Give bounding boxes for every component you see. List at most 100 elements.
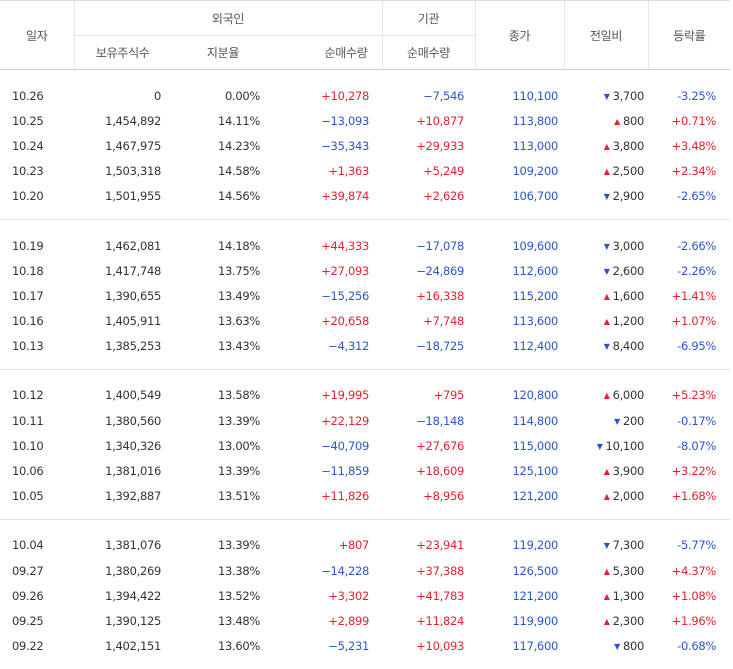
cell-institution-net: −18,725 — [416, 339, 464, 354]
cell-close: 112,600 — [512, 263, 559, 278]
cell-foreign-net: −11,859 — [321, 464, 369, 479]
cell-rate: +3.48% — [671, 138, 717, 153]
table-row: 09.25 1,390,125 13.48% +2,899 +11,824 119,900… — [0, 608, 730, 633]
table-row: 10.16 1,405,911 13.63% +20,658 +7,748 113,600… — [0, 309, 730, 334]
cell-holding-ratio: 13.39% — [217, 538, 260, 553]
down-arrow-icon: ▼ — [603, 541, 610, 551]
cell-date: 10.26 — [12, 88, 44, 103]
table-row: 10.20 1,501,955 14.56% +39,874 +2,626 106,700… — [0, 184, 730, 209]
up-arrow-icon: ▲ — [603, 467, 610, 477]
cell-institution-net: +23,941 — [416, 538, 464, 553]
change-value: 2,500 — [612, 164, 645, 179]
cell-institution-net: −24,869 — [416, 263, 464, 278]
cell-close: 109,200 — [512, 164, 559, 179]
up-arrow-icon: ▲ — [614, 116, 620, 126]
down-arrow-icon: ▼ — [603, 266, 610, 276]
cell-change: ▲ 800 — [564, 108, 648, 133]
table-row: 10.11 1,380,560 13.39% +22,129 −18,148 114,80… — [0, 408, 730, 433]
cell-change: ▲ 5,300 — [564, 558, 648, 583]
cell-date: 09.26 — [12, 588, 44, 603]
cell-holdings: 1,501,955 — [105, 189, 161, 204]
cell-institution-net: +2,626 — [423, 189, 464, 204]
cell-holding-ratio: 13.63% — [217, 314, 260, 329]
change-value: 7,300 — [612, 538, 645, 553]
cell-holdings: 1,503,318 — [105, 164, 161, 179]
table-row: 09.22 1,402,151 13.60% −5,231 +10,093 117,600… — [0, 634, 730, 659]
table-row: 10.24 1,467,975 14.23% −35,343 +29,933 113,00… — [0, 133, 730, 158]
header-foreign-group: 외국인 — [73, 0, 382, 36]
cell-holding-ratio: 13.52% — [217, 588, 260, 603]
row-group: 10.19 1,462,081 14.18% +44,333 −17,078 109,60… — [0, 218, 730, 369]
cell-close: 113,000 — [512, 138, 559, 153]
cell-foreign-net: −5,231 — [328, 639, 369, 654]
cell-holding-ratio: 13.00% — [217, 438, 260, 453]
cell-rate: +4.37% — [671, 563, 717, 578]
cell-holdings: 1,462,081 — [105, 238, 161, 253]
cell-holding-ratio: 14.11% — [217, 113, 260, 128]
cell-holdings: 1,454,892 — [105, 113, 161, 128]
cell-foreign-net: +44,333 — [321, 238, 369, 253]
cell-change: ▼ 7,300 — [564, 533, 648, 558]
down-arrow-icon: ▼ — [603, 342, 610, 352]
header-holding-ratio: 지분율 — [171, 35, 275, 70]
cell-institution-net: +37,388 — [416, 563, 464, 578]
cell-rate: +1.68% — [671, 489, 717, 504]
cell-rate: +1.08% — [671, 588, 717, 603]
up-arrow-icon: ▲ — [603, 591, 610, 601]
cell-close: 109,600 — [512, 238, 559, 253]
cell-close: 126,500 — [512, 563, 559, 578]
change-value: 2,300 — [612, 613, 645, 628]
change-value: 2,000 — [612, 489, 645, 504]
cell-holding-ratio: 13.39% — [217, 464, 260, 479]
table-row: 10.25 1,454,892 14.11% −13,093 +10,877 113,80… — [0, 108, 730, 133]
cell-institution-net: +5,249 — [423, 164, 464, 179]
cell-change: ▲ 6,000 — [564, 383, 648, 408]
cell-holdings: 1,340,326 — [105, 438, 161, 453]
cell-holding-ratio: 14.56% — [217, 189, 260, 204]
cell-change: ▲ 3,900 — [564, 458, 648, 483]
cell-rate: +2.34% — [671, 164, 717, 179]
cell-foreign-net: −15,256 — [321, 288, 369, 303]
cell-change: ▼ 8,400 — [564, 334, 648, 359]
change-value: 2,600 — [612, 263, 645, 278]
cell-holding-ratio: 13.51% — [217, 489, 260, 504]
cell-date: 10.16 — [12, 314, 44, 329]
cell-holdings: 1,390,125 — [105, 613, 161, 628]
cell-institution-net: +27,676 — [416, 438, 464, 453]
cell-close: 106,700 — [512, 189, 559, 204]
change-value: 1,300 — [612, 588, 645, 603]
cell-holdings: 1,394,422 — [105, 588, 161, 603]
cell-foreign-net: +39,874 — [321, 189, 369, 204]
cell-holdings: 1,392,887 — [105, 489, 161, 504]
cell-rate: +1.41% — [671, 288, 717, 303]
header-institution-net: 순매수량 — [381, 35, 475, 70]
cell-rate: -8.07% — [677, 438, 716, 453]
cell-holdings: 1,385,253 — [105, 339, 161, 354]
cell-close: 125,100 — [512, 464, 559, 479]
down-arrow-icon: ▼ — [596, 441, 603, 451]
header-close: 종가 — [474, 0, 564, 70]
cell-change: ▼ 2,600 — [564, 258, 648, 283]
cell-foreign-net: +11,826 — [321, 489, 369, 504]
cell-close: 113,600 — [512, 314, 559, 329]
cell-foreign-net: −13,093 — [321, 113, 369, 128]
cell-date: 10.18 — [12, 263, 44, 278]
cell-holding-ratio: 14.23% — [217, 138, 260, 153]
cell-holding-ratio: 13.58% — [217, 388, 260, 403]
cell-foreign-net: +19,995 — [321, 388, 369, 403]
down-arrow-icon: ▼ — [603, 91, 610, 101]
cell-rate: -0.68% — [677, 639, 716, 654]
cell-foreign-net: +807 — [338, 538, 370, 553]
cell-institution-net: +795 — [433, 388, 465, 403]
row-group: 10.12 1,400,549 13.58% +19,995 +795 120,800 ▲ 6… — [0, 368, 730, 519]
cell-rate: +5.23% — [671, 388, 717, 403]
table-row: 10.12 1,400,549 13.58% +19,995 +795 120,800 ▲ 6… — [0, 383, 730, 408]
cell-date: 10.19 — [12, 238, 44, 253]
cell-date: 10.06 — [12, 464, 44, 479]
table-header: 일자 외국인 기관 종가 전일비 등락률 보유주식수 지분율 순매수량 순매수량 — [0, 0, 730, 70]
cell-foreign-net: +3,302 — [328, 588, 369, 603]
cell-date: 10.25 — [12, 113, 44, 128]
cell-close: 119,900 — [512, 613, 559, 628]
cell-rate: -0.17% — [677, 413, 716, 428]
cell-close: 115,000 — [512, 438, 559, 453]
